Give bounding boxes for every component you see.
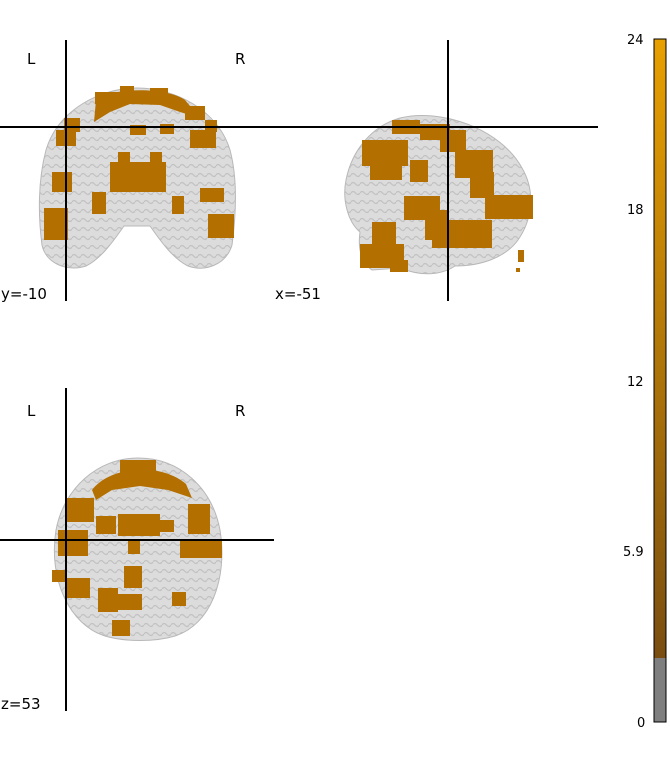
sagittal-panel: x=-51	[272, 40, 598, 303]
colorbar-tick-18: 18	[627, 203, 644, 218]
coronal-panel: L R y=-10	[0, 40, 272, 303]
axial-coordinate-label: z=53	[1, 695, 41, 713]
colorbar-tick-24: 24	[627, 33, 644, 48]
axial-activation-overlay	[52, 460, 222, 636]
colorbar-below-threshold	[654, 658, 666, 722]
colorbar-frame	[653, 38, 667, 723]
colorbar-tick-0: 0	[637, 716, 645, 731]
coronal-activation-overlay	[44, 86, 234, 240]
colorbar-tick-5-9: 5.9	[623, 545, 644, 560]
axial-panel: L R z=53	[0, 388, 274, 713]
colorbar-tick-12: 12	[627, 375, 644, 390]
coronal-right-label: R	[235, 50, 245, 68]
axial-left-label: L	[27, 402, 36, 420]
colorbar: 24 18 12 5.9 0	[623, 33, 667, 731]
colorbar-gradient	[654, 39, 666, 658]
coronal-coordinate-label: y=-10	[1, 285, 47, 303]
sagittal-coordinate-label: x=-51	[275, 285, 321, 303]
coronal-left-label: L	[27, 50, 36, 68]
axial-right-label: R	[235, 402, 245, 420]
